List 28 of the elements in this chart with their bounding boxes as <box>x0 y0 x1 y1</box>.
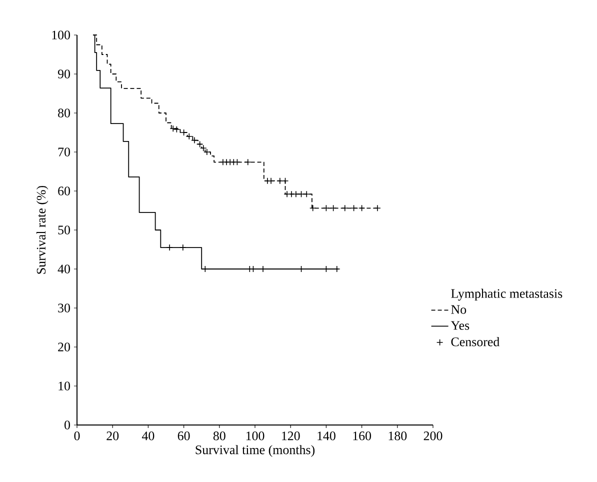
x-tick-label: 60 <box>178 432 190 440</box>
x-tick-label: 160 <box>353 432 372 440</box>
y-tick-label: 70 <box>58 148 70 156</box>
y-tick-label: 50 <box>58 226 70 234</box>
x-tick-label: 40 <box>142 432 154 440</box>
x-tick-label: 20 <box>106 432 119 440</box>
x-tick-label: 0 <box>74 432 80 440</box>
y-tick-label: 80 <box>58 108 70 118</box>
legend-label: Censored <box>451 337 500 346</box>
x-tick-label: 180 <box>388 432 407 440</box>
x-tick-label: 100 <box>246 432 264 440</box>
y-tick-label: 60 <box>58 186 70 196</box>
legend-title: Lymphatic metastasis <box>451 288 562 301</box>
y-tick-label: 100 <box>52 30 70 40</box>
x-axis-title: Survival time (months) <box>196 445 315 457</box>
y-tick-label: 10 <box>58 382 70 390</box>
y-tick-label: 30 <box>58 304 70 312</box>
x-tick-label: 80 <box>213 432 226 440</box>
y-axis-title: Survival rate (%) <box>36 186 48 274</box>
y-tick-label: 20 <box>58 342 70 352</box>
x-tick-label: 140 <box>318 432 336 440</box>
x-tick-label: 200 <box>424 432 442 440</box>
legend-label: No <box>451 305 466 314</box>
y-tick-label: 40 <box>58 264 70 274</box>
y-tick-label: 90 <box>58 70 70 78</box>
legend-label: Yes <box>450 321 470 330</box>
x-tick-label: 120 <box>282 432 300 440</box>
y-tick-label: 0 <box>64 420 70 430</box>
